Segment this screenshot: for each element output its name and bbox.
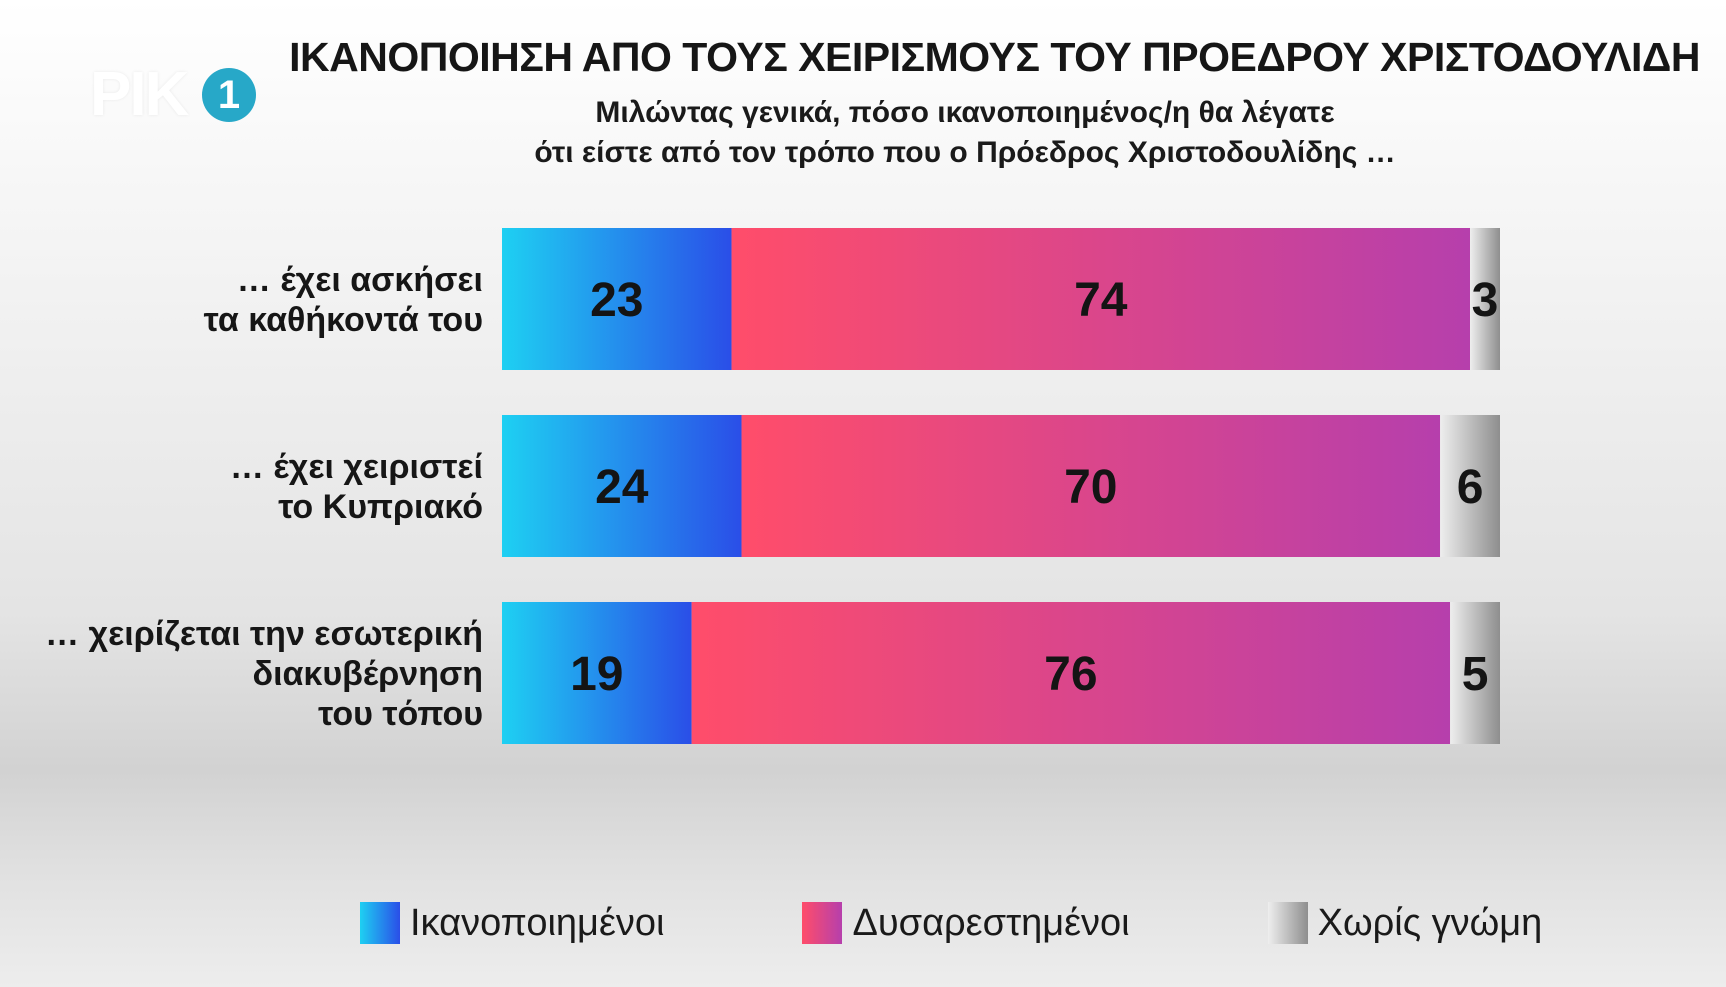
category-label: … χειρίζεται την εσωτερική διακυβέρνηση το… bbox=[45, 615, 483, 733]
data-label: 19 bbox=[570, 648, 623, 701]
data-label: 6 bbox=[1457, 461, 1484, 514]
legend-item: Χωρίς γνώμη bbox=[1267, 901, 1543, 945]
bar-segment bbox=[502, 602, 692, 744]
data-label: 3 bbox=[1472, 274, 1499, 327]
chart-title: ΙΚΑΝΟΠΟΙΗΣΗ ΑΠΟ ΤΟΥΣ ΧΕΙΡΙΣΜΟΥΣ ΤΟΥ ΠΡΟΕ… bbox=[289, 34, 1700, 80]
logo-number-badge: 1 bbox=[202, 68, 256, 122]
data-label: 5 bbox=[1462, 648, 1489, 701]
data-label: 24 bbox=[595, 461, 649, 514]
chart-legend: Ικανοποιημένοι Δυσαρεστημένοι Χωρίς γνώμη bbox=[360, 898, 1542, 948]
bar-segment bbox=[741, 415, 1441, 557]
category-label: … έχει χειριστεί το Κυπριακό bbox=[230, 448, 483, 526]
legend-item: Δυσαρεστημένοι bbox=[802, 901, 1130, 945]
legend-swatch bbox=[802, 902, 843, 944]
bar-segment bbox=[691, 602, 1451, 744]
legend-label: Ικανοποιημένοι bbox=[410, 901, 665, 944]
category-label: … έχει ασκήσει τα καθήκοντά του bbox=[204, 261, 483, 339]
data-label: 23 bbox=[590, 274, 643, 327]
legend-item: Ικανοποιημένοι bbox=[360, 902, 664, 945]
bar-segment bbox=[1470, 228, 1500, 370]
data-label: 76 bbox=[1044, 648, 1097, 701]
data-label: 74 bbox=[1074, 274, 1128, 327]
bar-segment bbox=[1440, 415, 1500, 557]
bar-segment bbox=[502, 415, 742, 557]
legend-label: Χωρίς γνώμη bbox=[1317, 901, 1543, 944]
channel-logo: ΡΙΚ 1 bbox=[90, 60, 260, 130]
subtitle-line: Μιλώντας γενικά, πόσο ικανοποιημένος/η θ… bbox=[595, 96, 1335, 129]
bar-segment bbox=[502, 228, 732, 370]
legend-label: Δυσαρεστημένοι bbox=[852, 901, 1130, 944]
legend-swatch bbox=[360, 902, 400, 944]
legend-swatch bbox=[1267, 902, 1308, 944]
chart-subtitle: Μιλώντας γενικά, πόσο ικανοποιημένος/η θ… bbox=[470, 93, 1460, 173]
logo-text: ΡΙΚ bbox=[90, 60, 189, 129]
data-label: 70 bbox=[1064, 461, 1117, 514]
bar-segment bbox=[731, 228, 1471, 370]
subtitle-line: ότι είστε από τον τρόπο που ο Πρόεδρος Χ… bbox=[534, 136, 1396, 169]
bar-segment bbox=[1450, 602, 1500, 744]
